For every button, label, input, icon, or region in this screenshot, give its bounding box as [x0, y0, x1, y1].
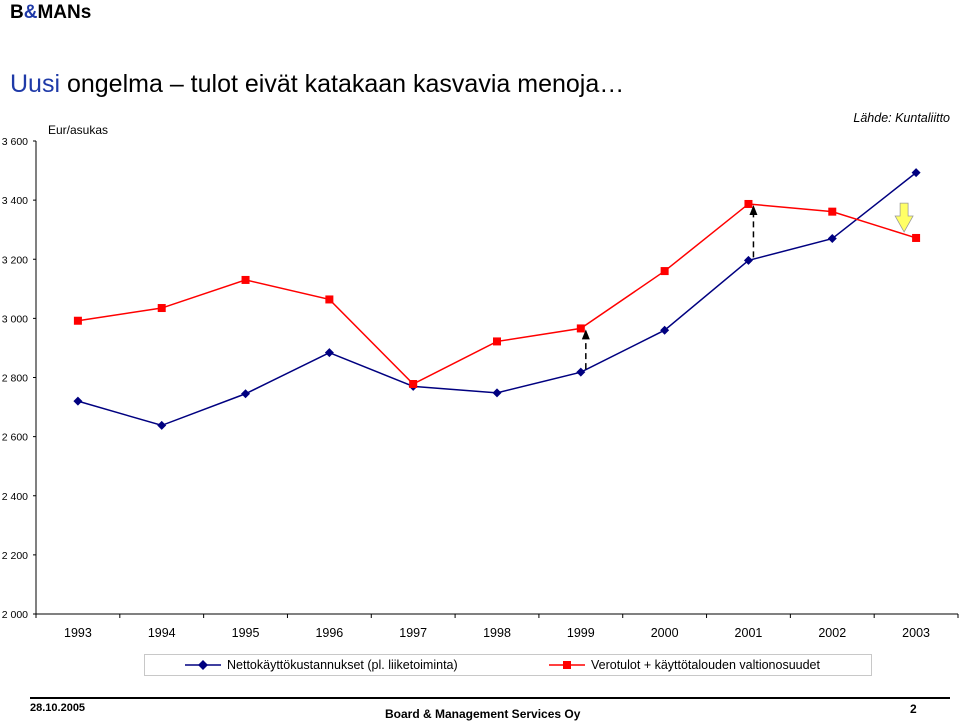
data-point-diamond: [241, 389, 251, 399]
gap-arrow-head: [581, 329, 590, 340]
data-point-square: [493, 337, 501, 346]
title-highlight: Uusi: [10, 70, 61, 98]
data-point-square: [157, 304, 166, 313]
data-point-square: [325, 295, 334, 304]
brand-logo: B&MANs: [10, 2, 92, 23]
highlight-arrow: [894, 202, 914, 233]
data-point-diamond: [157, 420, 167, 430]
x-tick-label: 1993: [64, 626, 92, 640]
data-point-square: [912, 233, 921, 242]
data-point-square: [73, 316, 82, 325]
data-point-square: [744, 199, 753, 208]
data-point-diamond: [492, 388, 502, 398]
footer-divider: [30, 697, 950, 699]
x-tick-label: 1994: [148, 626, 176, 640]
x-tick-label: 1996: [315, 626, 343, 640]
legend-item-costs: Nettokäyttökustannukset (pl. liiketoimin…: [185, 658, 458, 672]
legend-label-costs: Nettokäyttökustannukset (pl. liiketoimin…: [227, 658, 458, 672]
y-tick-label: 2 400: [2, 491, 28, 503]
data-point-square: [828, 207, 837, 216]
diamond-marker-icon: [185, 660, 221, 670]
data-point-diamond: [660, 325, 670, 335]
x-tick-label: 2002: [818, 626, 846, 640]
footer-company: Board & Management Services Oy: [385, 707, 581, 721]
legend-item-revenue: Verotulot + käyttötalouden valtionosuude…: [549, 658, 820, 672]
x-tick-label: 2003: [902, 626, 930, 640]
legend-label-revenue: Verotulot + käyttötalouden valtionosuude…: [591, 658, 820, 672]
y-tick-label: 3 000: [2, 313, 28, 325]
series-line-1: [77, 203, 917, 385]
chart-legend: Nettokäyttökustannukset (pl. liiketoimin…: [144, 654, 872, 676]
x-tick-label: 2001: [735, 626, 763, 640]
y-tick-label: 2 800: [2, 373, 28, 385]
y-tick-label: 3 600: [2, 136, 28, 148]
data-point-diamond: [576, 367, 586, 377]
footer-date: 28.10.2005: [30, 702, 86, 714]
data-point-diamond: [73, 396, 83, 406]
data-point-diamond: [324, 348, 334, 358]
gap-arrow-head: [749, 204, 758, 215]
x-tick-label: 1999: [567, 626, 595, 640]
title-text: ongelma – tulot eivät katakaan kasvavia …: [66, 70, 625, 98]
source-note: Lähde: Kuntaliitto: [853, 111, 950, 125]
y-tick-label: 2 600: [2, 432, 28, 444]
x-tick-label: 2000: [651, 626, 679, 640]
data-point-diamond: [911, 168, 921, 178]
series-line-0: [77, 172, 917, 427]
page-number: 2: [910, 702, 917, 716]
y-tick-label: 3 200: [2, 254, 28, 266]
data-point-square: [409, 380, 418, 389]
data-point-diamond: [743, 255, 753, 265]
x-tick-label: 1997: [399, 626, 427, 640]
data-point-square: [576, 324, 585, 333]
slide-title: Uusi ongelma – tulot eivät katakaan kasv…: [10, 70, 624, 99]
square-marker-icon: [549, 661, 585, 669]
y-tick-label: 2 200: [2, 550, 28, 562]
y-axis-label: Eur/asukas: [48, 123, 109, 137]
y-tick-label: 3 400: [2, 195, 28, 207]
data-point-square: [241, 275, 250, 284]
x-tick-label: 1995: [232, 626, 260, 640]
data-point-diamond: [827, 234, 837, 244]
data-point-square: [660, 267, 669, 276]
x-tick-label: 1998: [483, 626, 511, 640]
y-tick-label: 2 000: [2, 609, 28, 621]
line-chart: 3 600 3 400 3 200 3 000 2 800 2 600 2 400 2 200…: [2, 136, 959, 640]
